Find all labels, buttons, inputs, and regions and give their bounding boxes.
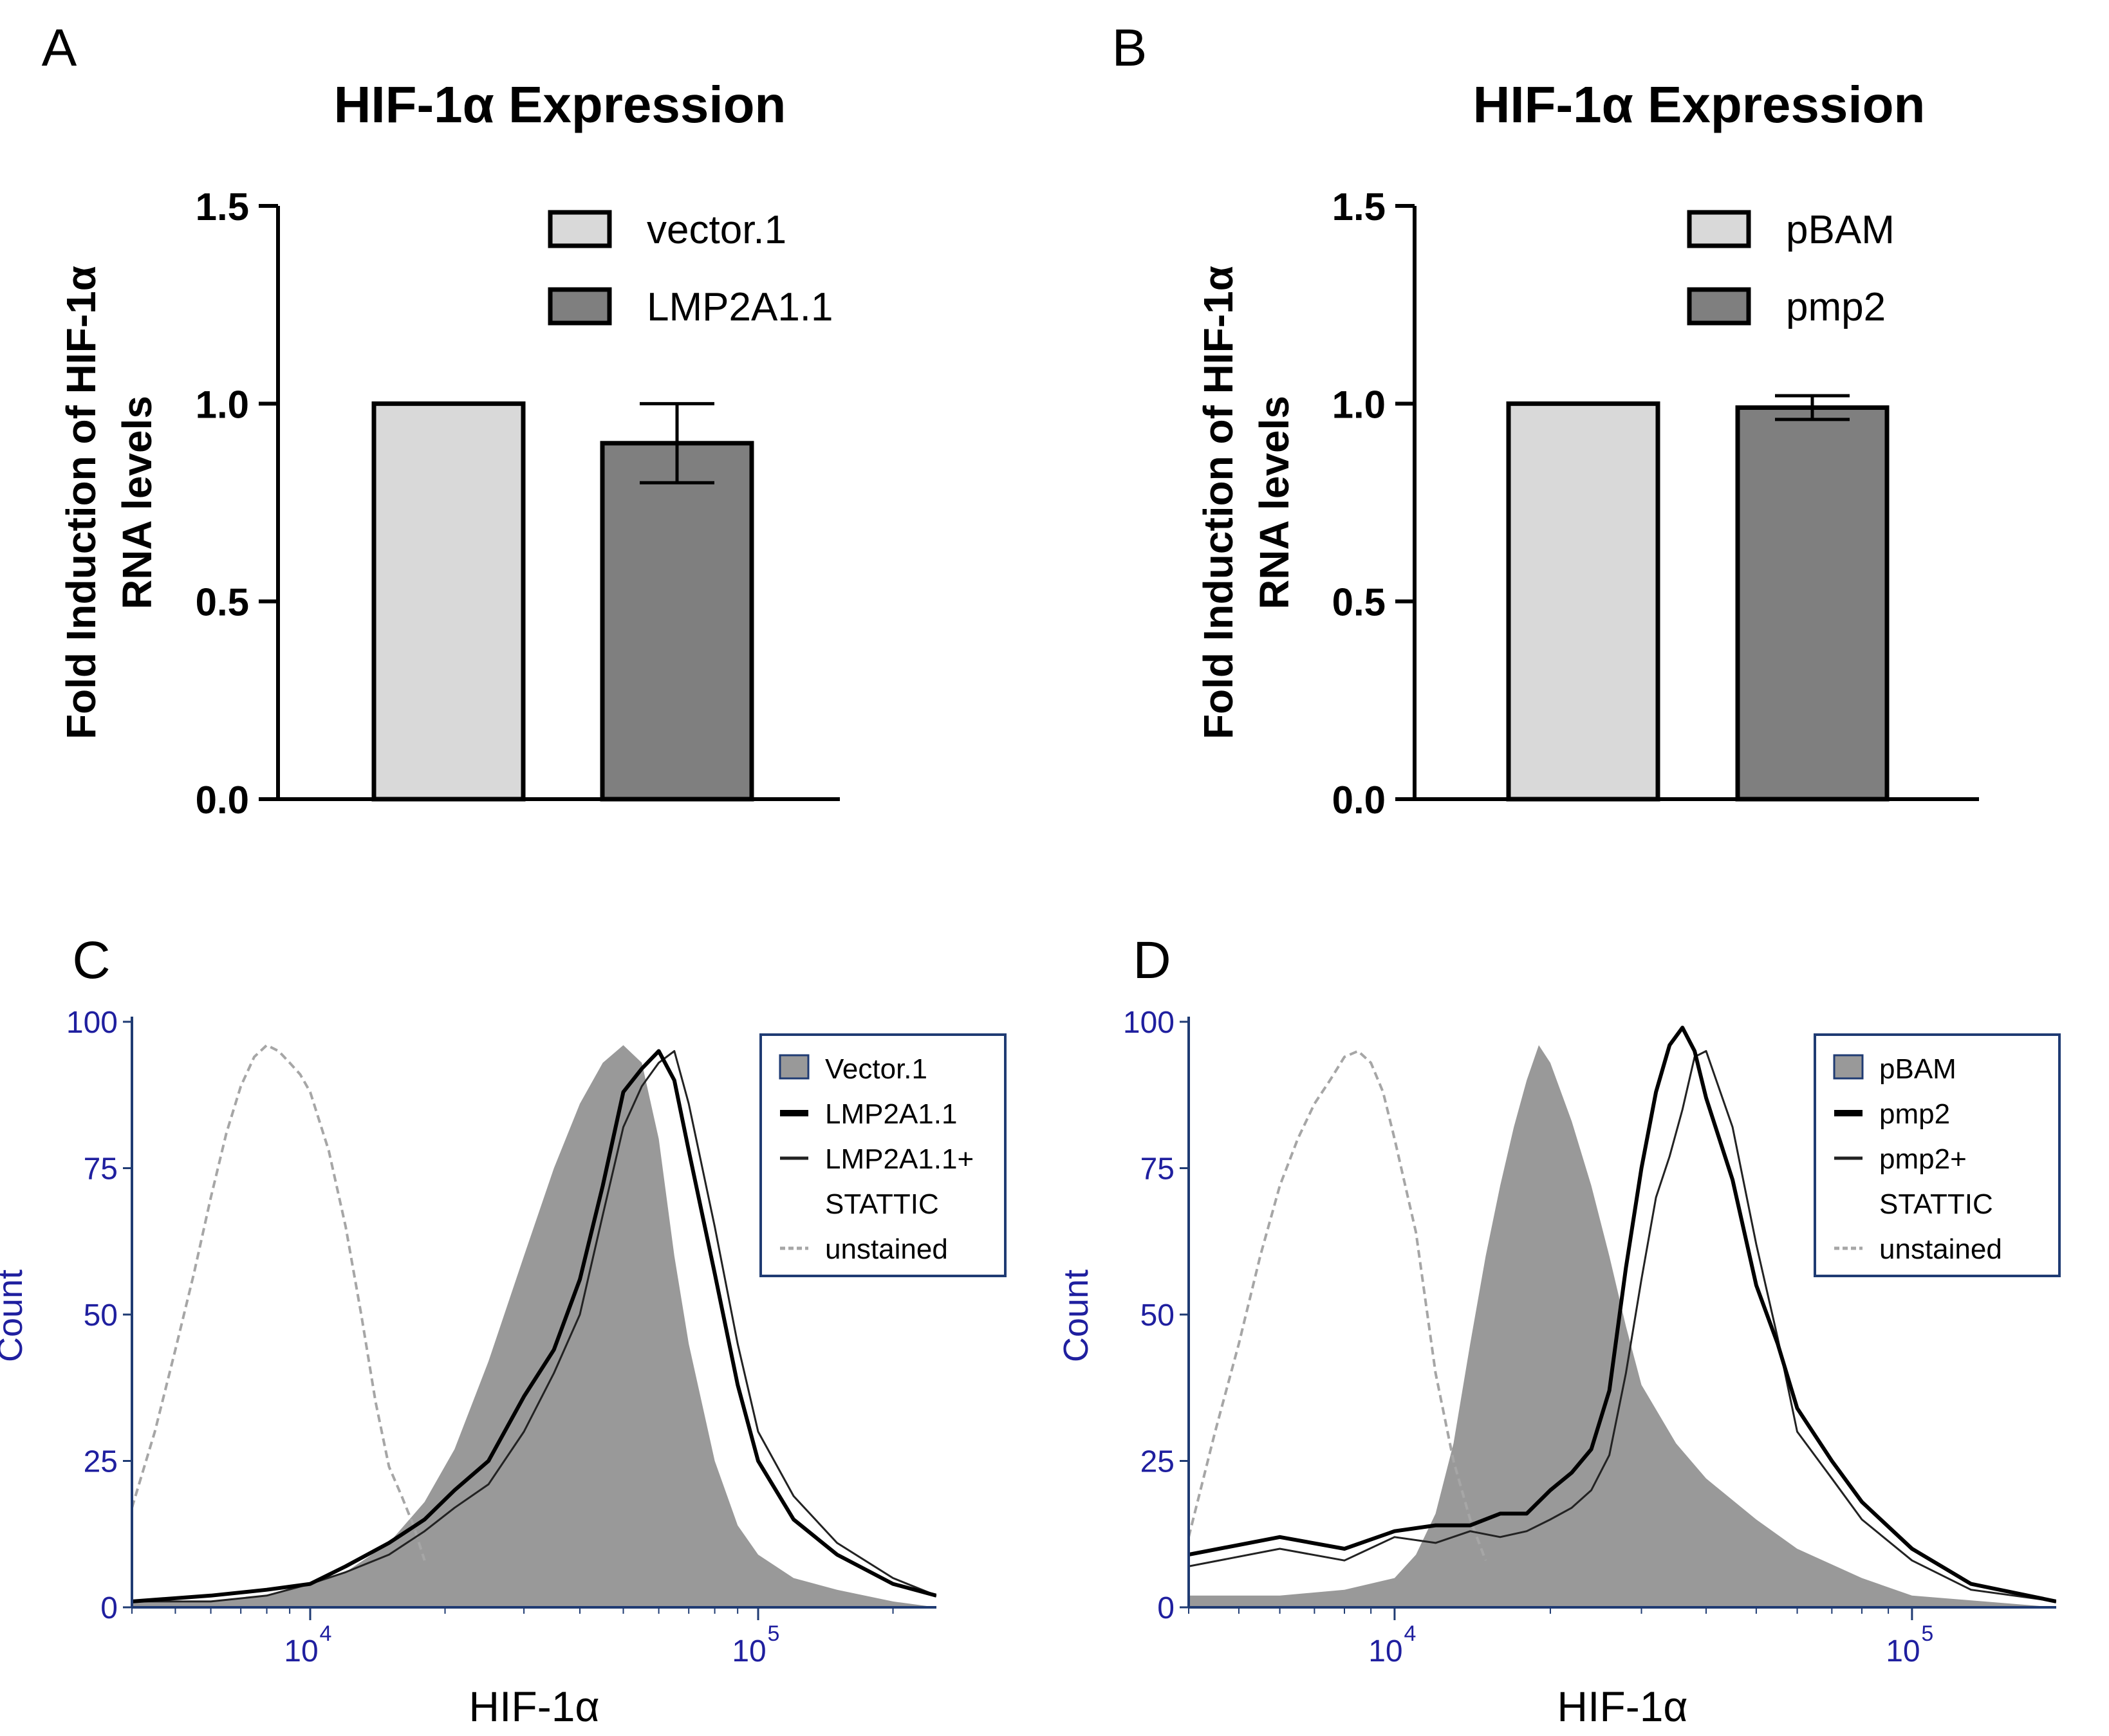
- chart-title: HIF-1α Expression: [334, 76, 786, 133]
- y-axis-label: Fold Induction of HIF-1α: [1195, 266, 1241, 739]
- x-tick-label: 10: [732, 1634, 766, 1668]
- legend-label: LMP2A1.1: [825, 1098, 957, 1130]
- legend-swatch: [1687, 210, 1751, 248]
- y-tick-label: 0: [1157, 1591, 1175, 1625]
- series-pmp2+ STATTIC: [1189, 1050, 2056, 1603]
- series-pmp2: [1189, 1026, 2056, 1603]
- series-Vector.1: [132, 1045, 936, 1607]
- legend-label: LMP2A1.1+: [825, 1143, 974, 1175]
- legend-label: pmp2: [1879, 1098, 1950, 1130]
- y-tick-label: 1.5: [1332, 185, 1386, 228]
- bar-vector.1: [371, 401, 526, 802]
- legend-label: pBAM: [1879, 1053, 1956, 1085]
- series-unstained: [132, 1044, 426, 1561]
- y-axis-label: RNA levels: [114, 396, 160, 609]
- legend-swatch: [548, 287, 612, 326]
- legend-label: Vector.1: [825, 1053, 927, 1085]
- x-axis-label: HIF-1α: [469, 1683, 599, 1730]
- series-LMP2A1.1+ STATTIC: [132, 1050, 936, 1603]
- y-tick-label: 1.0: [1332, 383, 1386, 426]
- panel-letter: D: [1133, 931, 1171, 990]
- y-tick-label: 0: [100, 1591, 118, 1625]
- legend-label: LMP2A1.1: [647, 285, 833, 329]
- plot-area: [132, 1044, 936, 1607]
- panel-letter: C: [72, 931, 110, 990]
- x-axis-label: HIF-1α: [1557, 1683, 1687, 1730]
- legend: pBAM pmp2 pmp2+ STATTIC unstained: [1814, 1033, 2061, 1277]
- y-tick-label: 50: [1140, 1298, 1175, 1333]
- x-tick-label: 10: [1368, 1634, 1402, 1668]
- chart-title: HIF-1α Expression: [1473, 76, 1926, 133]
- x-tick-label: 10: [284, 1634, 318, 1668]
- legend-swatch: [1687, 287, 1751, 326]
- legend-swatch: [1833, 1054, 1864, 1080]
- legend-swatch: [548, 210, 612, 248]
- plot-area: [1189, 1026, 2056, 1607]
- x-tick-exponent: 5: [1921, 1621, 1933, 1646]
- series-unstained: [1189, 1049, 1487, 1561]
- y-tick-label: 1.0: [196, 383, 249, 426]
- x-tick-exponent: 5: [768, 1621, 780, 1646]
- y-tick-label: 50: [84, 1298, 118, 1333]
- y-tick-label: 100: [66, 1006, 118, 1040]
- panel-letter: B: [1112, 19, 1147, 77]
- legend-swatch: [779, 1054, 810, 1080]
- y-tick-label: 0.0: [196, 779, 249, 822]
- legend-label: STATTIC: [825, 1188, 939, 1220]
- x-tick-exponent: 4: [320, 1621, 332, 1646]
- y-tick-label: 75: [84, 1152, 118, 1187]
- x-tick-label: 10: [1886, 1634, 1920, 1668]
- legend-label: STATTIC: [1879, 1188, 1993, 1220]
- legend-label: unstained: [825, 1233, 948, 1265]
- bar-pmp2: [1735, 405, 1890, 802]
- panel-letter: A: [42, 19, 77, 77]
- y-axis-label: Fold Induction of HIF-1α: [58, 266, 104, 739]
- series-pBAM: [1189, 1045, 2056, 1607]
- bar-LMP2A1.1: [600, 441, 754, 802]
- panel-B: B HIF-1α Expression Fold Induction of HIF-…: [1112, 19, 1979, 822]
- y-tick-label: 0.0: [1332, 779, 1386, 822]
- legend-label: pmp2+: [1879, 1143, 1967, 1175]
- x-tick-exponent: 4: [1404, 1621, 1416, 1646]
- legend-label: vector.1: [647, 208, 786, 252]
- panel-D: D0255075100104105HIF-1αCountpBAMpmp2pmp2…: [1057, 931, 2061, 1730]
- legend-label: unstained: [1879, 1233, 2002, 1265]
- y-tick-label: 100: [1123, 1006, 1175, 1040]
- y-axis-label: RNA levels: [1251, 396, 1297, 609]
- y-tick-label: 0.5: [1332, 581, 1386, 624]
- legend-label: pmp2: [1786, 285, 1886, 329]
- panel-A: A HIF-1α Expression Fold Induction of HIF-…: [42, 19, 840, 822]
- panel-C: C0255075100104105HIF-1αCountVector.1LMP2…: [0, 931, 1007, 1730]
- y-axis-label: Count: [0, 1270, 30, 1362]
- y-tick-label: 1.5: [196, 185, 249, 228]
- legend: Vector.1 LMP2A1.1 LMP2A1.1+ STATTIC unstaine…: [759, 1033, 1007, 1277]
- series-LMP2A1.1: [132, 1049, 936, 1603]
- y-axis-label: Count: [1057, 1270, 1095, 1362]
- y-tick-label: 25: [84, 1445, 118, 1479]
- bar-pBAM: [1506, 401, 1660, 802]
- y-tick-label: 25: [1140, 1445, 1175, 1479]
- y-tick-label: 0.5: [196, 581, 249, 624]
- legend-label: pBAM: [1786, 208, 1895, 252]
- y-tick-label: 75: [1140, 1152, 1175, 1187]
